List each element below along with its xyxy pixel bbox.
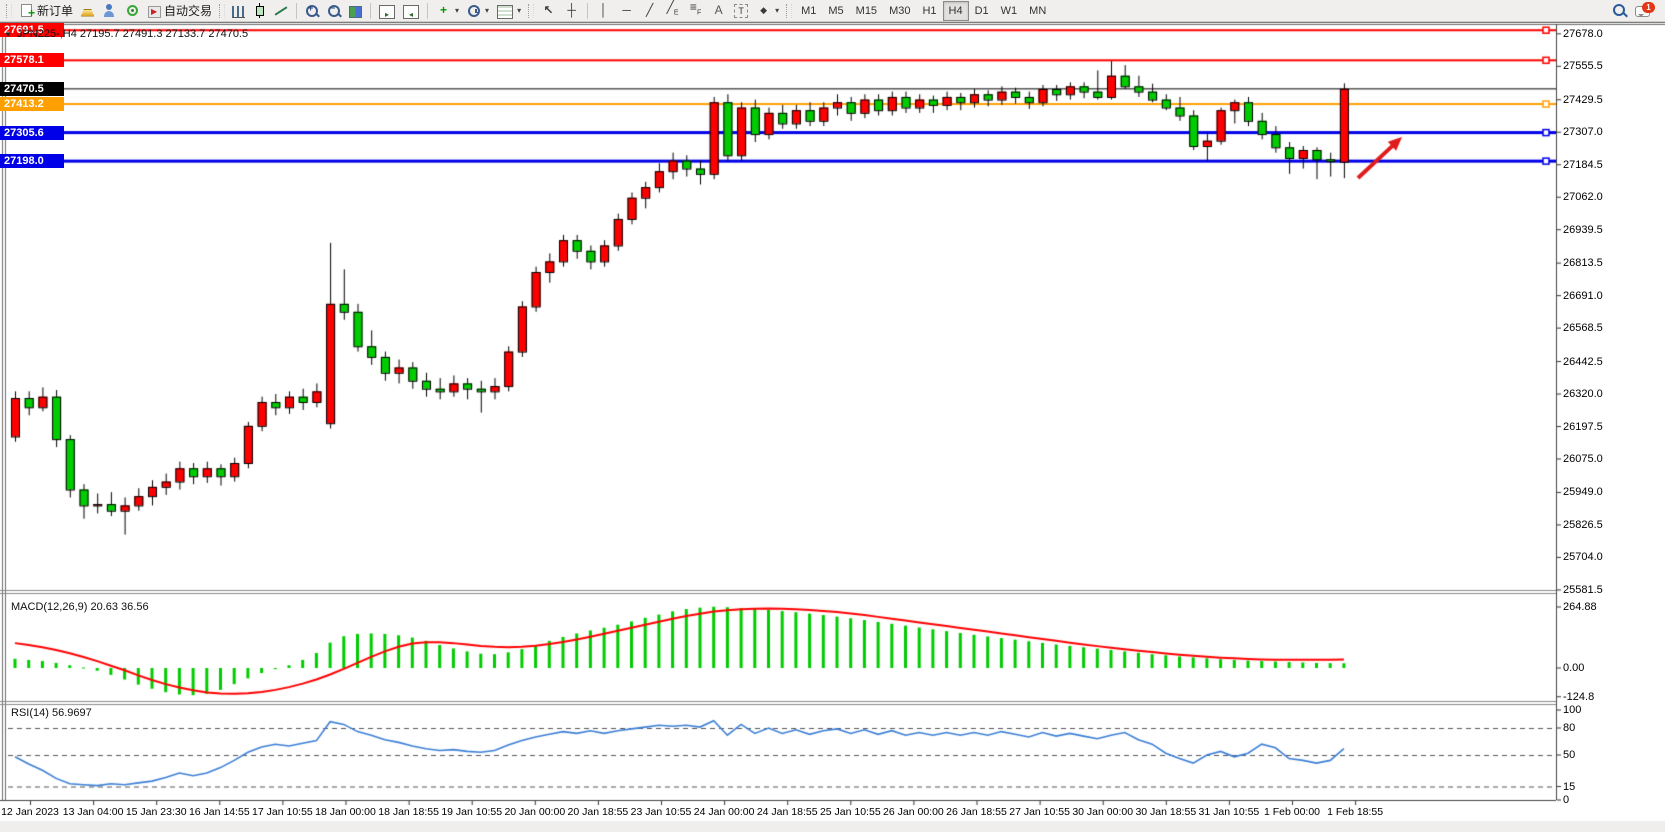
separator <box>296 2 298 19</box>
fibonacci-icon: ≡F <box>689 0 702 17</box>
toolbar-grip[interactable] <box>6 3 12 18</box>
fibonacci-button[interactable]: ≡F <box>684 0 707 21</box>
toolbar-grip[interactable] <box>786 3 793 18</box>
text-label-button[interactable]: T <box>730 1 752 21</box>
crosshair-button[interactable]: ┼ <box>560 1 583 21</box>
chevron-down-icon: ▾ <box>455 6 460 15</box>
chart-title: ▼ JPN225-,H4 27195.7 27491.3 27133.7 274… <box>4 28 248 40</box>
timeframe-W1-button[interactable]: W1 <box>995 1 1024 21</box>
timeframe-M15-button[interactable]: M15 <box>850 1 883 21</box>
broadcast-icon <box>127 5 139 16</box>
channel-icon: ╱E <box>666 0 679 17</box>
chat-bubble-icon: 1 <box>1635 2 1655 17</box>
templates-button[interactable]: ▾ <box>493 1 525 21</box>
chevron-down-icon: ▾ <box>517 6 522 15</box>
equidistant-channel-button[interactable]: ╱E <box>661 0 684 21</box>
clock-icon <box>468 4 481 17</box>
line-chart-icon <box>274 4 288 18</box>
zoom-in-icon: + <box>305 3 319 18</box>
shapes-icon: ◆ <box>760 5 768 15</box>
cursor-button[interactable]: ↖ <box>537 1 560 21</box>
separator <box>427 2 429 19</box>
candlestick-icon <box>253 3 266 18</box>
auto-trading-icon <box>148 5 162 18</box>
timeframe-H4-button[interactable]: H4 <box>942 0 969 21</box>
chart-shift-button[interactable]: ◂ <box>399 1 423 21</box>
horizontal-line-button[interactable]: ─ <box>615 1 638 21</box>
macd-label: MACD(12,26,9) 20.63 36.56 <box>11 601 149 613</box>
bar-chart-button[interactable] <box>228 1 249 21</box>
auto-trading-button[interactable]: 自动交易 <box>144 1 216 21</box>
chart-shift-icon: ◂ <box>403 4 420 19</box>
new-order-button[interactable]: 新订单 <box>15 1 77 21</box>
vertical-line-button[interactable]: │ <box>592 1 615 21</box>
chevron-down-icon: ▾ <box>485 6 490 15</box>
person-icon <box>102 3 117 18</box>
text-label-icon: T <box>734 4 749 18</box>
text-button[interactable]: A <box>707 1 730 21</box>
line-chart-button[interactable] <box>270 1 292 21</box>
signals-button[interactable] <box>121 1 144 21</box>
bar-chart-icon <box>232 5 246 18</box>
timeframe-H1-button[interactable]: H1 <box>916 1 942 21</box>
new-order-icon <box>21 4 35 20</box>
arrows-button[interactable]: ◆ ▾ <box>752 1 783 21</box>
collapse-triangle-icon: ▼ <box>4 29 12 39</box>
cursor-icon: ↖ <box>543 3 554 17</box>
chevron-down-icon: ▾ <box>775 6 780 15</box>
zoom-out-icon: − <box>327 3 341 18</box>
toolbar: 新订单 自动交易 + − ▸ ◂ + ▾ ▾ ▾ ↖ ┼ │ ─ ╱ ╱E ≡F… <box>0 0 1665 22</box>
timeframe-group: M1 M5 M15 M30 H1 H4 D1 W1 MN <box>795 0 1052 21</box>
add-indicator-button[interactable]: + ▾ <box>432 1 463 21</box>
trendline-icon: ╱ <box>645 3 654 17</box>
vertical-line-icon: │ <box>599 3 608 17</box>
separator <box>587 2 589 19</box>
rsi-label: RSI(14) 56.9697 <box>11 707 92 719</box>
timeframe-M30-button[interactable]: M30 <box>883 1 916 21</box>
auto-trading-label: 自动交易 <box>164 4 213 18</box>
timeframe-M5-button[interactable]: M5 <box>822 1 849 21</box>
timeframe-D1-button[interactable]: D1 <box>969 1 995 21</box>
timeframe-MN-button[interactable]: MN <box>1023 1 1052 21</box>
periods-button[interactable]: ▾ <box>463 1 493 21</box>
auto-scroll-button[interactable]: ▸ <box>375 1 399 21</box>
toolbar-grip[interactable] <box>528 3 535 18</box>
chart-window: ▼ JPN225-,H4 27195.7 27491.3 27133.7 274… <box>0 22 1665 832</box>
auto-scroll-icon: ▸ <box>379 4 396 19</box>
profile-button[interactable] <box>98 1 121 21</box>
toolbar-grip[interactable] <box>219 3 226 18</box>
trendline-button[interactable]: ╱ <box>638 1 661 21</box>
add-indicator-icon: + <box>440 3 448 17</box>
candlestick-chart-button[interactable] <box>249 1 270 21</box>
timeframe-M1-button[interactable]: M1 <box>795 1 822 21</box>
chart-title-text: JPN225-,H4 27195.7 27491.3 27133.7 27470… <box>16 28 249 40</box>
horizontal-line-icon: ─ <box>622 3 631 17</box>
text-icon: A <box>714 3 723 17</box>
price-chart-canvas[interactable] <box>0 22 1665 832</box>
template-icon <box>497 4 514 19</box>
search-button[interactable] <box>1608 1 1631 21</box>
separator <box>370 2 372 19</box>
zoom-in-button[interactable]: + <box>301 1 323 21</box>
gold-bar-icon <box>81 8 95 17</box>
notifications-button[interactable]: 1 <box>1631 1 1655 21</box>
zoom-out-button[interactable]: − <box>323 1 345 21</box>
crosshair-icon: ┼ <box>567 3 576 17</box>
notification-badge: 1 <box>1642 2 1655 13</box>
deposit-button[interactable] <box>77 1 98 21</box>
tile-windows-button[interactable] <box>345 1 366 21</box>
tile-windows-icon <box>349 5 363 18</box>
new-order-label: 新订单 <box>37 4 74 18</box>
search-icon <box>1612 3 1627 18</box>
